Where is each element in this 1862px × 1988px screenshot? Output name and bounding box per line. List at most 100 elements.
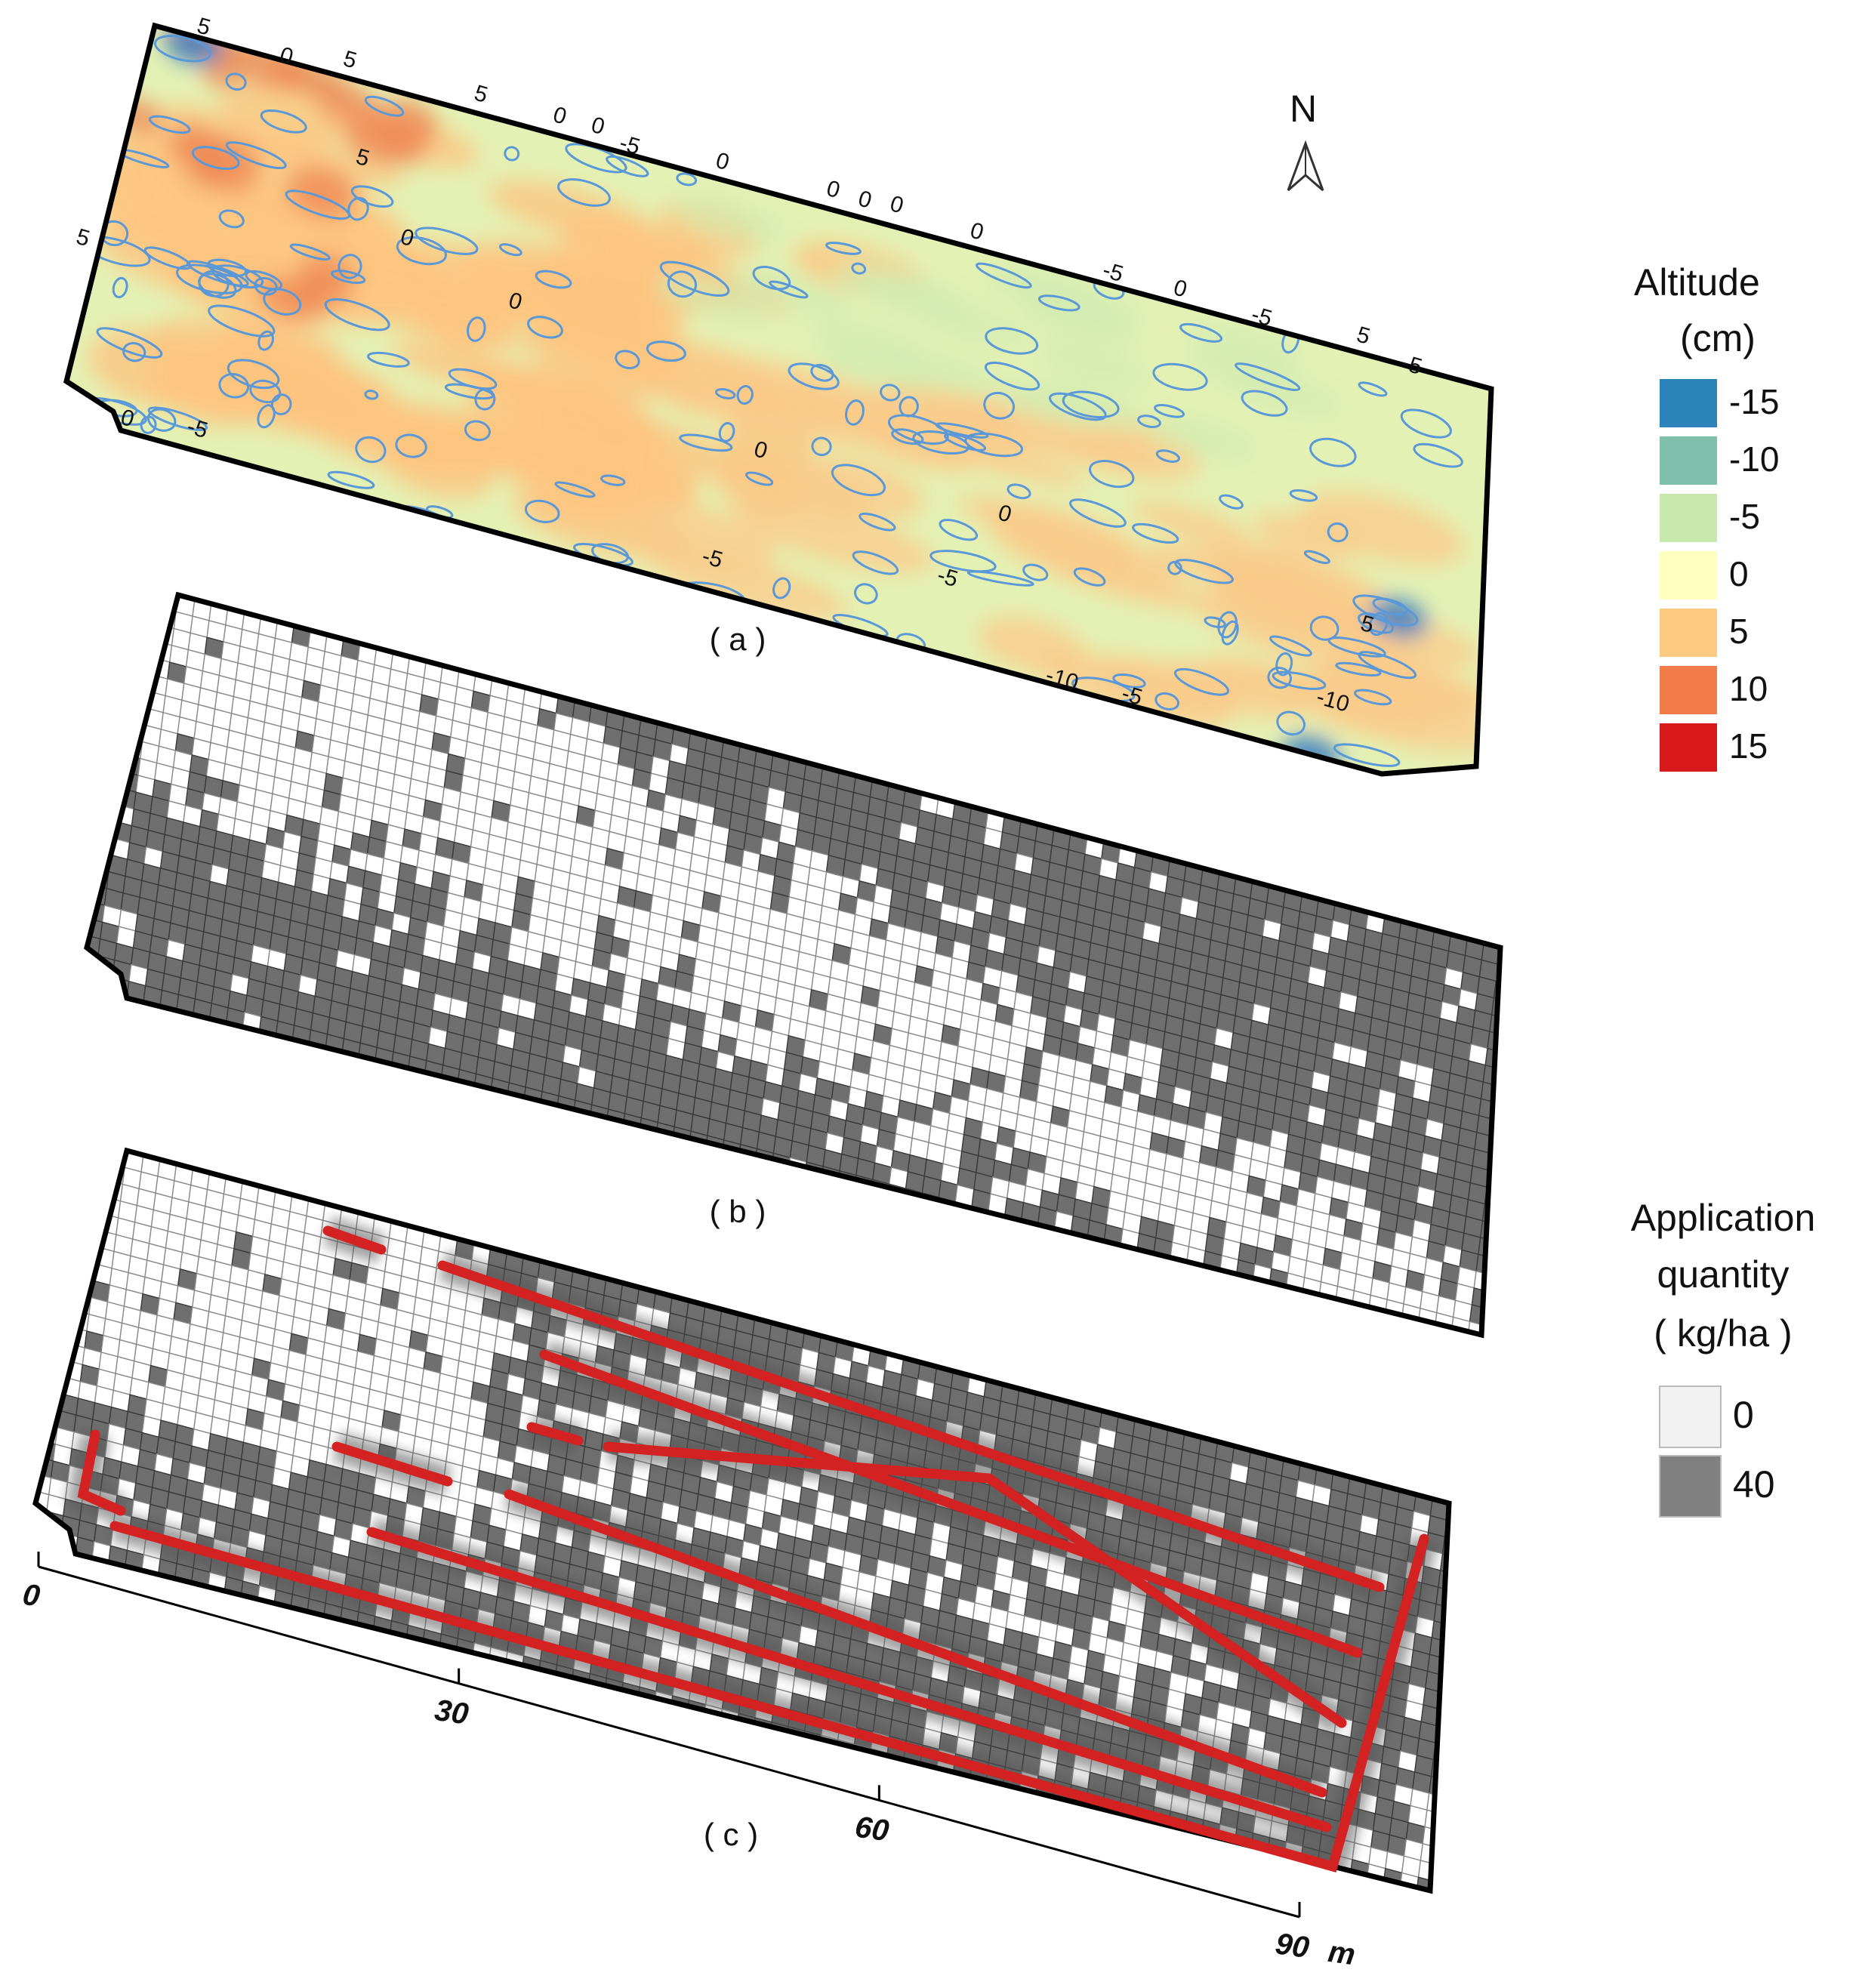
contour-line [218,209,245,229]
grid-cell [718,1726,737,1747]
grid-cell [868,1197,887,1218]
grid-cell [1296,1328,1315,1335]
grid-cell [1247,1315,1265,1335]
contour-line [1333,743,1401,767]
heat-blob [735,500,934,573]
heat-blob [1034,341,1153,389]
grid-cell [323,1051,342,1072]
grid-cell [1298,1311,1317,1332]
grid-cell [1362,1897,1381,1919]
grid-cell [139,620,158,641]
contour-line [1272,670,1327,690]
grid-cell [103,627,122,649]
grid-cell [1506,1019,1525,1040]
grid-cell [118,649,137,670]
grid-cell [699,1738,718,1759]
contour-line [976,262,1032,289]
contour-line [831,464,886,497]
contour-line [254,276,278,296]
grid-cell [635,1703,654,1724]
grid-cell [716,1743,735,1764]
contour-line [714,388,736,399]
grid-cell [486,1664,505,1685]
grid-cell [1465,1629,1484,1651]
grid-cell [933,1783,951,1805]
grid-cell [1506,1158,1524,1179]
grid-cell [1364,1881,1383,1891]
grid-cell [1444,1659,1449,1680]
grid-cell [453,1103,472,1124]
grid-cell [767,1187,786,1208]
grid-cell [1348,1324,1367,1335]
grid-cell [114,683,133,704]
grid-cell [849,1209,868,1230]
grid-cell [35,1385,45,1406]
heat-blob [378,401,560,467]
grid-cell [87,829,97,850]
grid-cell [40,1545,59,1566]
grid-cell [503,1117,522,1138]
grid-cell [387,1638,406,1659]
contour-line [330,270,366,285]
grid-cell [902,1205,920,1226]
contour-line [1309,615,1339,641]
contour-line [810,363,834,382]
grid-cell [701,1170,720,1191]
grid-cell [1281,1307,1300,1328]
grid-cell [1084,1254,1102,1275]
grid-cell [1534,939,1552,960]
contour-line [1269,635,1312,657]
grid-cell [130,687,149,708]
contour-line [464,420,491,442]
grid-cell [1116,1262,1135,1284]
heat-blob [1038,652,1234,729]
grid-cell [35,1452,37,1473]
grid-cell [371,1081,390,1102]
grid-cell [1473,1562,1492,1583]
grid-cell [1472,1580,1491,1601]
heat-blob [868,379,1014,443]
grid-cell [272,1607,291,1628]
grid-cell [1517,935,1536,957]
grid-cell [784,1743,803,1765]
grid-cell [1447,1351,1466,1372]
grid-cell [1249,1850,1268,1871]
grid-cell [1050,1245,1069,1266]
grid-cell [701,1721,720,1743]
contour-line [966,570,1034,587]
contour-line [1089,460,1135,489]
grid-cell [767,1739,786,1760]
heat-blob [670,196,788,245]
contour-line [498,243,523,257]
grid-cell [54,1305,72,1327]
grid-cell [305,1616,324,1637]
grid-cell [254,1050,273,1071]
grid-cell [64,1222,83,1243]
grid-cell [1133,1267,1151,1288]
grid-cell [885,1201,904,1222]
contour-line [845,399,865,426]
grid-cell [1460,1663,1479,1684]
grid-cell [76,1151,94,1158]
grid-cell [88,1176,106,1197]
grid-cell [949,1235,968,1256]
grid-cell [1379,1350,1398,1371]
grid-cell [69,1188,88,1209]
grid-cell [1482,1342,1501,1364]
grid-cell [1263,1871,1282,1891]
contour-line [338,254,362,279]
grid-cell [1521,1040,1540,1062]
contour-line [1241,390,1288,417]
grid-cell [949,1787,968,1808]
grid-cell [835,1188,854,1209]
contour-line [556,178,611,207]
contour-line [1235,362,1301,391]
grid-cell [101,645,120,666]
grid-cell [125,599,143,620]
grid-cell [1429,1916,1447,1937]
grid-cell [1510,1124,1529,1145]
contour-line [939,519,979,541]
grid-cell [834,1757,852,1778]
grid-cell [11,1503,30,1524]
